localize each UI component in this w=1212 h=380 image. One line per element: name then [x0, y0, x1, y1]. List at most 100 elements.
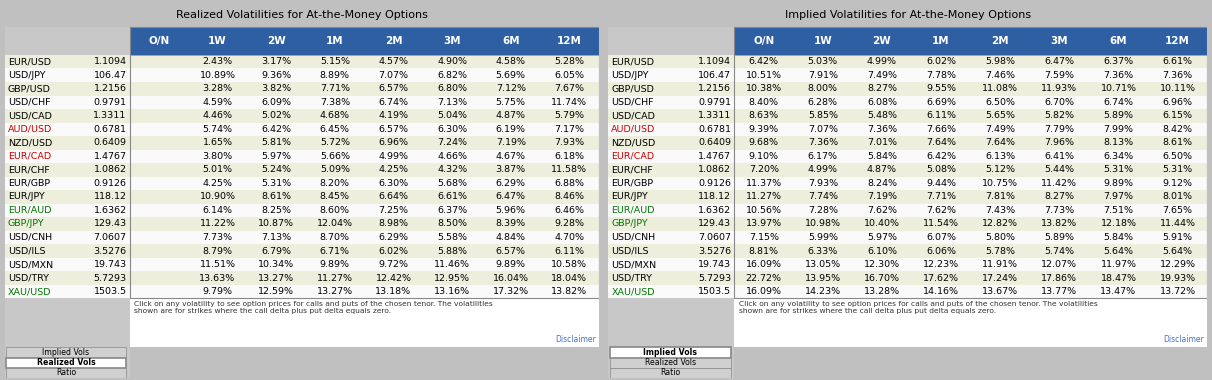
Text: 7.19%: 7.19%: [496, 138, 526, 147]
Text: 118.12: 118.12: [698, 192, 731, 201]
Text: EUR/AUD: EUR/AUD: [611, 206, 654, 215]
Text: 5.09%: 5.09%: [320, 165, 350, 174]
Text: 14.23%: 14.23%: [805, 287, 841, 296]
Text: 4.57%: 4.57%: [378, 57, 408, 66]
Text: 1.4767: 1.4767: [93, 152, 126, 161]
Text: 13.16%: 13.16%: [434, 287, 470, 296]
Text: XAU/USD: XAU/USD: [7, 287, 51, 296]
Text: Ratio: Ratio: [56, 369, 76, 377]
Bar: [608, 204, 1207, 217]
Text: 3.87%: 3.87%: [496, 165, 526, 174]
Text: 10.58%: 10.58%: [551, 260, 588, 269]
Text: USD/CNH: USD/CNH: [7, 233, 52, 242]
Text: 8.60%: 8.60%: [320, 206, 350, 215]
Text: 5.01%: 5.01%: [202, 165, 233, 174]
Bar: [608, 150, 1207, 163]
Text: 106.47: 106.47: [698, 71, 731, 80]
Text: 12.29%: 12.29%: [1160, 260, 1195, 269]
Text: EUR/USD: EUR/USD: [611, 57, 654, 66]
Text: 13.05%: 13.05%: [805, 260, 841, 269]
Text: EUR/GBP: EUR/GBP: [611, 179, 653, 188]
Text: 11.27%: 11.27%: [745, 192, 782, 201]
Text: 13.27%: 13.27%: [316, 287, 353, 296]
Text: 16.04%: 16.04%: [493, 274, 528, 283]
Text: 6.70%: 6.70%: [1045, 98, 1074, 107]
Text: 8.25%: 8.25%: [261, 206, 291, 215]
Text: 5.74%: 5.74%: [1045, 247, 1074, 255]
Text: 4.70%: 4.70%: [554, 233, 584, 242]
Text: 18.47%: 18.47%: [1100, 274, 1137, 283]
Text: 6.18%: 6.18%: [554, 152, 584, 161]
Text: 1W: 1W: [813, 36, 833, 46]
Text: 19.743: 19.743: [698, 260, 731, 269]
Text: 4.32%: 4.32%: [438, 165, 467, 174]
Text: 13.97%: 13.97%: [745, 220, 782, 228]
Text: 6.28%: 6.28%: [808, 98, 837, 107]
Text: 12.07%: 12.07%: [1041, 260, 1077, 269]
Text: 12.59%: 12.59%: [258, 287, 295, 296]
Text: 5.7293: 5.7293: [698, 274, 731, 283]
Text: 1.0862: 1.0862: [93, 165, 126, 174]
Text: 7.13%: 7.13%: [261, 233, 291, 242]
Text: 6.33%: 6.33%: [807, 247, 837, 255]
Text: 8.01%: 8.01%: [1162, 192, 1193, 201]
Text: 11.51%: 11.51%: [200, 260, 235, 269]
Text: 5.82%: 5.82%: [1045, 111, 1074, 120]
Text: 4.66%: 4.66%: [438, 152, 467, 161]
Text: 4.67%: 4.67%: [496, 152, 526, 161]
Text: USD/MXN: USD/MXN: [7, 260, 53, 269]
Text: 5.88%: 5.88%: [438, 247, 467, 255]
Text: AUD/USD: AUD/USD: [7, 125, 52, 134]
Text: 5.89%: 5.89%: [1103, 111, 1133, 120]
Text: 6.79%: 6.79%: [261, 247, 291, 255]
Text: 7.65%: 7.65%: [1162, 206, 1193, 215]
Text: 7.49%: 7.49%: [867, 71, 897, 80]
Text: 0.6409: 0.6409: [698, 138, 731, 147]
Text: USD/TRY: USD/TRY: [7, 274, 48, 283]
Text: 11.97%: 11.97%: [1100, 260, 1137, 269]
Text: Disclaimer: Disclaimer: [1164, 335, 1205, 344]
Text: 5.72%: 5.72%: [320, 138, 350, 147]
Text: 2.43%: 2.43%: [202, 57, 233, 66]
Text: 10.11%: 10.11%: [1160, 84, 1195, 93]
Text: NZD/USD: NZD/USD: [7, 138, 52, 147]
Text: 4.25%: 4.25%: [378, 165, 408, 174]
Bar: [734, 27, 1207, 298]
Text: 4.68%: 4.68%: [320, 111, 350, 120]
Text: 5.84%: 5.84%: [1103, 233, 1133, 242]
Text: 6.10%: 6.10%: [867, 247, 897, 255]
Text: 1503.5: 1503.5: [93, 287, 126, 296]
Text: 4.99%: 4.99%: [808, 165, 837, 174]
Text: 6M: 6M: [1110, 36, 1127, 46]
Text: 12.30%: 12.30%: [864, 260, 901, 269]
Bar: [608, 285, 1207, 298]
Text: 9.39%: 9.39%: [749, 125, 779, 134]
Text: 7.07%: 7.07%: [378, 71, 408, 80]
Bar: [130, 27, 599, 55]
Text: 16.09%: 16.09%: [745, 287, 782, 296]
Text: 6.37%: 6.37%: [1103, 57, 1133, 66]
Text: 8.61%: 8.61%: [1162, 138, 1193, 147]
Text: 6.15%: 6.15%: [1162, 111, 1193, 120]
Text: EUR/CHF: EUR/CHF: [7, 165, 50, 174]
Text: 2M: 2M: [384, 36, 402, 46]
Text: 5.79%: 5.79%: [554, 111, 584, 120]
Text: 5.31%: 5.31%: [1103, 165, 1133, 174]
Text: 7.93%: 7.93%: [807, 179, 837, 188]
Bar: [608, 244, 1207, 258]
Text: USD/CAD: USD/CAD: [7, 111, 52, 120]
Bar: [608, 231, 1207, 244]
Text: Realized Vols: Realized Vols: [645, 358, 696, 367]
Text: Realized Volatilities for At-the-Money Options: Realized Volatilities for At-the-Money O…: [176, 10, 428, 20]
Text: 3M: 3M: [444, 36, 461, 46]
Bar: [734, 27, 1207, 298]
Bar: [608, 27, 734, 378]
Text: 6.06%: 6.06%: [926, 247, 956, 255]
Text: 17.24%: 17.24%: [982, 274, 1018, 283]
Text: 13.95%: 13.95%: [805, 274, 841, 283]
Text: 10.51%: 10.51%: [745, 71, 782, 80]
Text: 11.58%: 11.58%: [551, 165, 588, 174]
Text: 4.59%: 4.59%: [202, 98, 233, 107]
Text: XAU/USD: XAU/USD: [611, 287, 654, 296]
Text: 4.25%: 4.25%: [202, 179, 233, 188]
